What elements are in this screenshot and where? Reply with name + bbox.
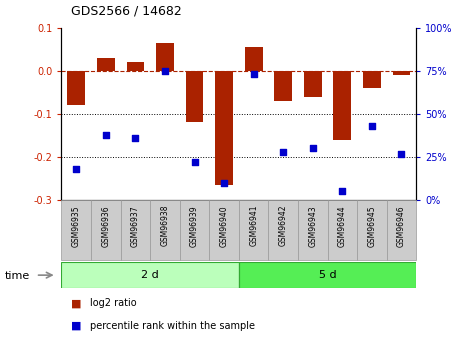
Text: GSM96936: GSM96936 (101, 205, 110, 247)
Bar (61, 200, 91, 260)
Bar (298, 200, 327, 260)
Bar (150, 200, 180, 260)
Text: GSM96944: GSM96944 (338, 205, 347, 247)
Point (161, 68, 169, 73)
Bar (121, 200, 150, 260)
Bar (274, 71, 292, 101)
Point (191, 159, 198, 165)
Bar (239, 200, 269, 260)
Text: GDS2566 / 14682: GDS2566 / 14682 (71, 4, 182, 17)
Point (250, 71, 257, 77)
Bar (268, 200, 298, 260)
Point (309, 146, 316, 151)
Bar (333, 71, 351, 140)
Text: 5 d: 5 d (319, 270, 336, 280)
Text: GSM96938: GSM96938 (160, 205, 169, 246)
Bar (363, 71, 381, 88)
Bar (304, 71, 322, 97)
Point (398, 151, 405, 156)
Text: GSM96942: GSM96942 (279, 205, 288, 246)
Text: GSM96935: GSM96935 (72, 205, 81, 247)
Bar (393, 71, 410, 75)
Point (368, 123, 376, 129)
Text: GSM96943: GSM96943 (308, 205, 317, 247)
Point (131, 135, 139, 141)
Bar (357, 200, 387, 260)
Bar (97, 58, 114, 71)
Text: GSM96941: GSM96941 (249, 205, 258, 246)
Text: time: time (5, 271, 30, 281)
Text: GSM96937: GSM96937 (131, 205, 140, 247)
Bar (387, 200, 416, 260)
Bar (215, 71, 233, 185)
Point (339, 189, 346, 194)
Text: log2 ratio: log2 ratio (90, 298, 137, 308)
Bar (91, 200, 121, 260)
Bar (180, 200, 209, 260)
Point (280, 149, 287, 155)
Point (220, 180, 228, 186)
Text: 2 d: 2 d (141, 270, 159, 280)
Bar (67, 71, 85, 105)
Point (72, 166, 80, 172)
Bar (209, 200, 239, 260)
Text: GSM96946: GSM96946 (397, 205, 406, 247)
Text: ■: ■ (71, 321, 81, 331)
Text: GSM96939: GSM96939 (190, 205, 199, 247)
Bar (245, 47, 263, 71)
Text: GSM96940: GSM96940 (219, 205, 228, 247)
Bar (185, 71, 203, 122)
Point (102, 132, 110, 137)
Text: ■: ■ (71, 298, 81, 308)
Text: GSM96945: GSM96945 (368, 205, 377, 247)
Bar (239, 262, 416, 288)
Bar (61, 262, 239, 288)
Bar (327, 200, 357, 260)
Bar (156, 43, 174, 71)
Text: percentile rank within the sample: percentile rank within the sample (90, 321, 255, 331)
Bar (126, 62, 144, 71)
